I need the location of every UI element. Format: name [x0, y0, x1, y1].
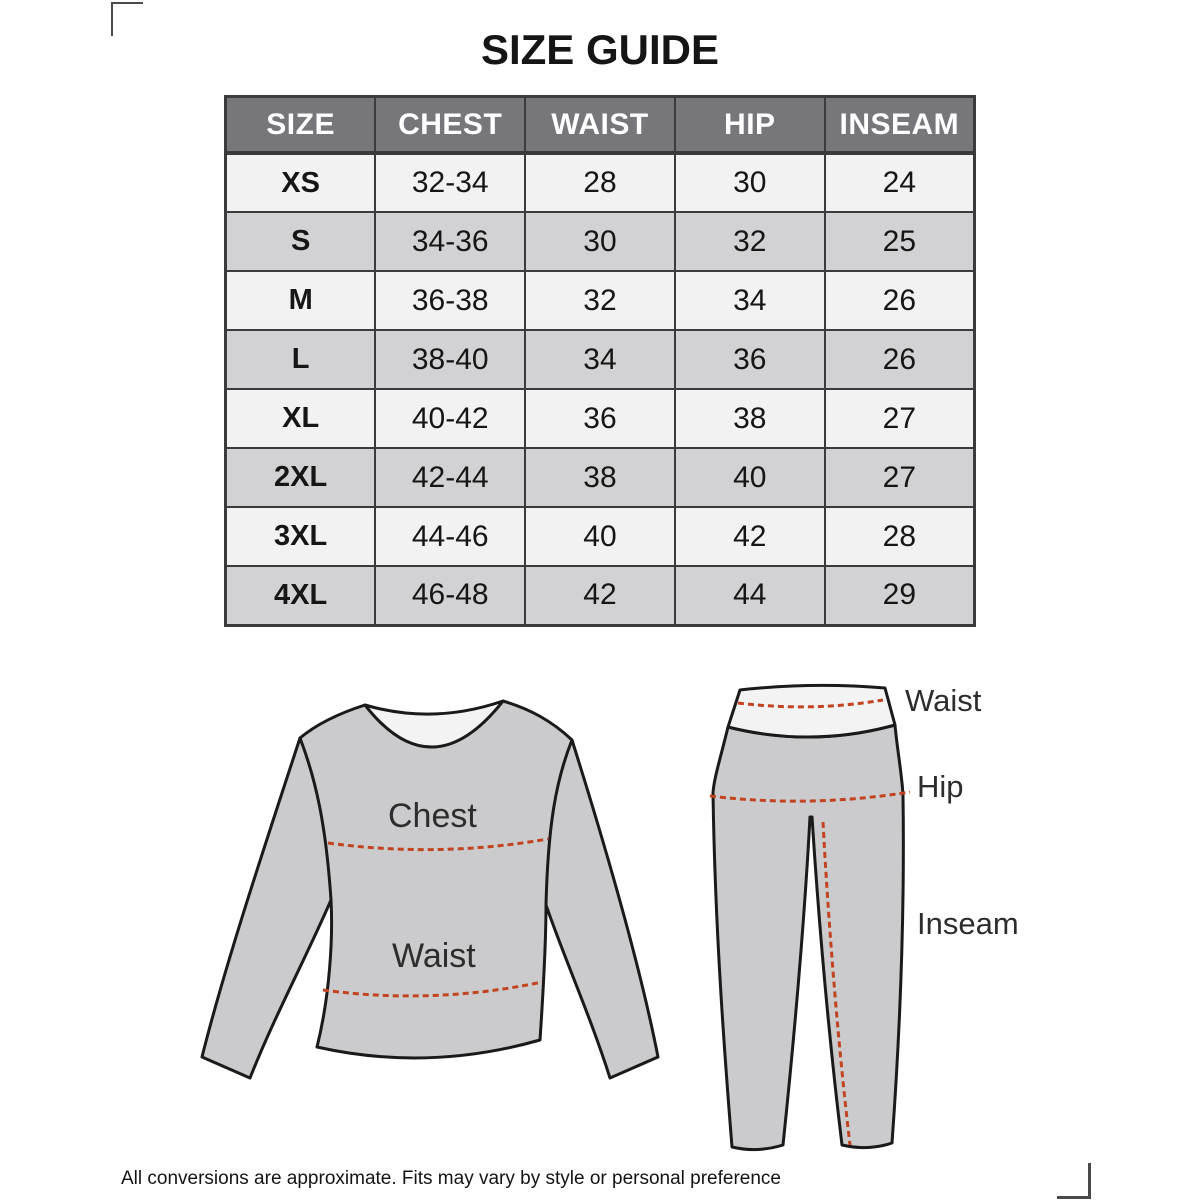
measurement-cell: 36 [524, 388, 676, 449]
pants-illustration [709, 683, 911, 1152]
size-cell: S [224, 211, 377, 272]
shirt-body [200, 699, 660, 1080]
measurement-cell: 38 [673, 388, 826, 449]
column-header: HIP [673, 95, 826, 155]
hip-measure-line [709, 790, 911, 803]
table-row: 3XL 44-46 40 42 28 [224, 506, 976, 567]
measurement-cell: 44 [673, 565, 826, 626]
table-body: XS 32-34 28 30 24 S 34-36 30 32 25 M 36-38 32 34 26 L 38… [224, 152, 976, 626]
measurement-cell: 46-48 [374, 565, 527, 626]
measurement-cell: 32 [673, 211, 826, 272]
measurement-cell: 38-40 [374, 329, 527, 390]
table-row: 2XL 42-44 38 40 27 [224, 447, 976, 508]
measurement-cell: 28 [823, 506, 976, 567]
size-cell: 3XL [224, 506, 377, 567]
measurement-cell: 28 [524, 152, 676, 213]
measurement-cell: 44-46 [374, 506, 527, 567]
pants-waist-measure-line [737, 698, 884, 709]
measurement-cell: 24 [823, 152, 976, 213]
hip-label: Hip [917, 769, 964, 804]
chest-label: Chest [388, 797, 477, 835]
table-row: 4XL 46-48 42 44 29 [224, 565, 976, 626]
measurement-cell: 40 [673, 447, 826, 508]
size-cell: L [224, 329, 377, 390]
shirt-neck-opening [363, 699, 505, 749]
header-row: SIZE CHEST WAIST HIP INSEAM [224, 95, 976, 155]
table-row: S 34-36 30 32 25 [224, 211, 976, 272]
size-cell: M [224, 270, 377, 331]
measurement-cell: 26 [823, 270, 976, 331]
shirt-waist-measure-line [322, 980, 543, 998]
column-header: SIZE [224, 95, 377, 155]
pants-waist-label: Waist [905, 683, 982, 718]
size-cell: XS [224, 152, 377, 213]
measurement-cell: 38 [524, 447, 676, 508]
chest-measure-line [327, 837, 549, 852]
measurement-cell: 42-44 [374, 447, 527, 508]
measurement-cell: 34 [524, 329, 676, 390]
shirt-waist-label: Waist [392, 937, 476, 975]
size-cell: 2XL [224, 447, 377, 508]
measurement-cell: 29 [823, 565, 976, 626]
crop-mark-top-left [111, 2, 143, 36]
size-table: SIZE CHEST WAIST HIP INSEAM XS 32-34 28 30 24 S 34… [224, 95, 976, 627]
measurement-cell: 26 [823, 329, 976, 390]
measurement-cell: 40 [524, 506, 676, 567]
table-row: L 38-40 34 36 26 [224, 329, 976, 390]
size-cell: 4XL [224, 565, 377, 626]
measurement-cell: 30 [524, 211, 676, 272]
column-header: INSEAM [823, 95, 976, 155]
pants-waistband [726, 683, 897, 739]
measurement-cell: 27 [823, 388, 976, 449]
shirt-seam-left [298, 736, 333, 902]
table-row: XS 32-34 28 30 24 [224, 152, 976, 213]
footnote: All conversions are approximate. Fits ma… [121, 1168, 781, 1189]
measurement-cell: 34 [673, 270, 826, 331]
measurement-cell: 42 [524, 565, 676, 626]
measurement-cell: 32 [524, 270, 676, 331]
measurement-cell: 40-42 [374, 388, 527, 449]
table-row: M 36-38 32 34 26 [224, 270, 976, 331]
measurement-cell: 36 [673, 329, 826, 390]
measurement-cell: 32-34 [374, 152, 527, 213]
measurement-cell: 27 [823, 447, 976, 508]
measurement-cell: 36-38 [374, 270, 527, 331]
shirt-illustration [200, 699, 660, 1080]
table-row: XL 40-42 36 38 27 [224, 388, 976, 449]
shirt-seam-right [544, 738, 574, 907]
measurement-cell: 25 [823, 211, 976, 272]
measurement-cell: 30 [673, 152, 826, 213]
table-header: SIZE CHEST WAIST HIP INSEAM [224, 95, 976, 155]
inseam-measure-line [821, 821, 852, 1146]
inseam-label: Inseam [917, 906, 1019, 941]
column-header: WAIST [524, 95, 676, 155]
measurement-cell: 42 [673, 506, 826, 567]
page-title: SIZE GUIDE [480, 26, 720, 73]
crop-mark-bottom-right [1057, 1163, 1091, 1199]
size-cell: XL [224, 388, 377, 449]
measurement-cell: 34-36 [374, 211, 527, 272]
pants-body [711, 723, 905, 1152]
column-header: CHEST [374, 95, 527, 155]
